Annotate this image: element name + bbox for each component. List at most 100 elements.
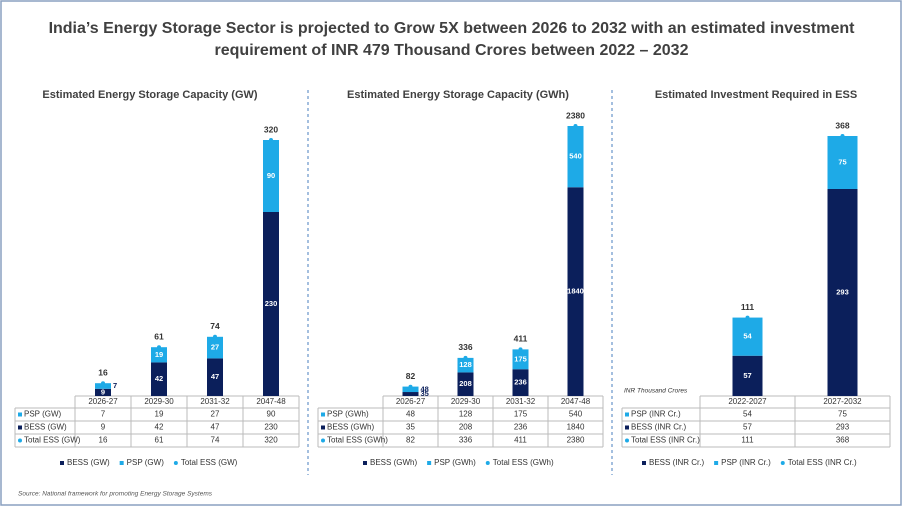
bar-segment	[207, 358, 223, 396]
row-icon	[321, 425, 325, 430]
legend-label: PSP (GWh)	[434, 458, 476, 467]
legend-label: BESS (GW)	[67, 458, 110, 467]
table-cell: 61	[155, 436, 164, 445]
source: Source: National framework for promoting…	[18, 491, 213, 498]
x-tick-label: 2026-27	[88, 397, 118, 406]
table-cell: 1840	[567, 423, 585, 432]
row-label: PSP (GWh)	[327, 410, 369, 419]
table-cell: 82	[406, 436, 415, 445]
bar-segment	[457, 372, 474, 396]
table-cell: 236	[514, 423, 528, 432]
total-label: 2380	[566, 110, 585, 120]
bar-segment	[95, 383, 111, 389]
total-dot	[518, 347, 523, 352]
legend-label: Total ESS (INR Cr.)	[788, 458, 857, 467]
bar-label: 75	[838, 157, 846, 166]
bar-segment	[151, 362, 167, 396]
bar-segment	[827, 188, 858, 396]
legend-label: BESS (GWh)	[370, 458, 417, 467]
x-tick-label: 2047-48	[256, 397, 286, 406]
table-cell: 111	[741, 436, 754, 445]
table-cell: 175	[514, 410, 528, 419]
total-label: 320	[264, 124, 278, 134]
table-cell: 2380	[567, 436, 585, 445]
total-dot	[157, 345, 161, 350]
table-cell: 540	[569, 410, 583, 419]
total-label: 411	[514, 334, 528, 344]
table-cell: 208	[459, 423, 473, 432]
table-cell: 368	[836, 436, 850, 445]
bar-label: 9	[101, 387, 105, 396]
total-dot	[745, 315, 750, 320]
total-label: 74	[210, 321, 220, 331]
bar-label: 90	[267, 171, 275, 180]
table-cell: 27	[211, 410, 220, 419]
bar-label: 230	[265, 299, 278, 308]
x-tick-label: 2026-27	[396, 397, 426, 406]
total-dot	[573, 124, 578, 128]
total-dot	[840, 134, 845, 138]
row-icon	[321, 438, 325, 443]
bar-segment	[732, 317, 763, 356]
row-label: PSP (INR Cr.)	[631, 410, 681, 419]
legend-icon	[485, 461, 490, 465]
legend-icon	[714, 461, 719, 465]
row-label: BESS (GWh)	[327, 423, 374, 432]
row-icon	[625, 438, 629, 443]
x-tick-label: 2029-30	[144, 397, 174, 406]
x-tick-label: 2022-2027	[728, 397, 767, 406]
bar-label: 47	[211, 372, 219, 381]
table-cell: 7	[101, 410, 106, 419]
bar-label: 236	[514, 378, 527, 387]
legend-label: BESS (INR Cr.)	[649, 458, 704, 467]
legend-icon	[60, 461, 64, 465]
chart-title: Estimated Energy Storage Capacity (GWh)	[347, 89, 569, 101]
table-cell: 75	[838, 410, 847, 419]
table-cell: 57	[743, 423, 752, 432]
table-cell: 230	[264, 423, 278, 432]
bar-segment	[151, 347, 167, 363]
legend-icon	[642, 461, 646, 465]
bar-label: 540	[569, 152, 582, 161]
page-title: India’s Energy Storage Sector is project…	[48, 20, 855, 59]
bar-label: 19	[155, 350, 163, 359]
total-dot	[101, 381, 105, 386]
table-cell: 54	[743, 410, 752, 419]
table-cell: 411	[514, 436, 527, 445]
row-icon	[625, 425, 629, 430]
total-label: 82	[406, 371, 416, 381]
legend-label: Total ESS (GW)	[181, 458, 238, 467]
table-cell: 320	[264, 436, 278, 445]
total-label: 16	[98, 367, 108, 377]
bar-label: 175	[514, 354, 527, 363]
table-cell: 293	[836, 423, 850, 432]
row-icon	[18, 438, 22, 443]
table-cell: 19	[155, 410, 164, 419]
bar-label: 35	[421, 389, 429, 398]
row-label: PSP (GW)	[24, 410, 62, 419]
row-label: Total ESS (GW)	[24, 436, 81, 445]
legend-icon	[119, 461, 124, 465]
table-note: INR Thousand Crores	[624, 388, 688, 395]
x-tick-label: 2031-32	[200, 397, 230, 406]
bar-label: 208	[459, 379, 472, 388]
row-label: BESS (INR Cr.)	[631, 423, 686, 432]
bar-label: 7	[113, 381, 117, 390]
x-tick-label: 2027-2032	[823, 397, 862, 406]
bar-label: 54	[743, 332, 752, 341]
legend-icon	[363, 461, 367, 465]
total-dot	[408, 384, 413, 389]
table-cell: 336	[459, 436, 473, 445]
table-cell: 42	[155, 423, 164, 432]
legend-icon	[427, 461, 432, 465]
table-cell: 74	[211, 436, 220, 445]
row-label: BESS (GW)	[24, 423, 67, 432]
total-label: 368	[835, 120, 849, 130]
bar-label: 48	[421, 384, 429, 393]
total-dot	[213, 334, 217, 339]
row-icon	[625, 412, 629, 417]
row-icon	[18, 425, 22, 430]
bar-label: 128	[459, 360, 472, 369]
